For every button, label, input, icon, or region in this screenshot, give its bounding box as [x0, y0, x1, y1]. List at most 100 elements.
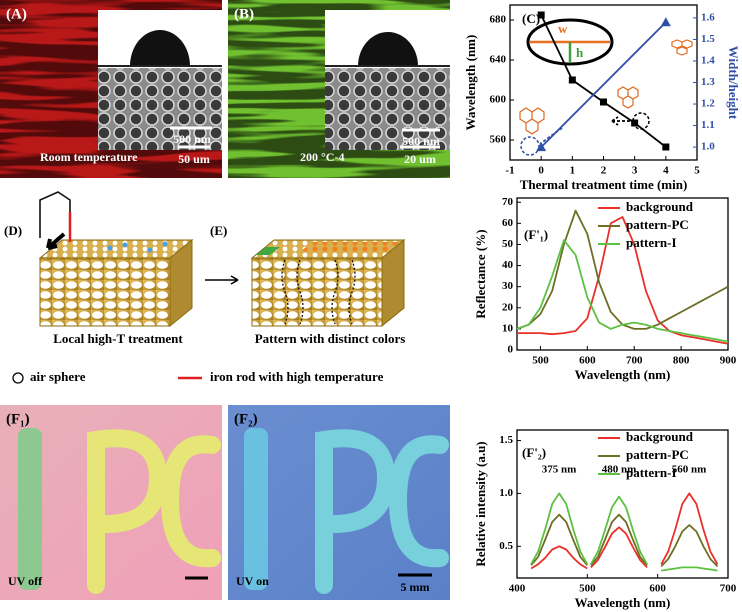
- pattern-p: [87, 429, 168, 594]
- chart-title: (F'₂): [522, 445, 546, 460]
- inset-scale: 500 nm: [402, 134, 440, 148]
- legend-text: iron rod with high temperature: [210, 369, 384, 384]
- hex-icon: [671, 39, 693, 56]
- pattern-c: [388, 435, 449, 568]
- y-tick-label: 20: [502, 301, 514, 313]
- iron-rod-wire: [39, 191, 71, 238]
- scale-label: 20 um: [404, 152, 436, 166]
- y-axis-label: Wavelength (nm): [463, 35, 478, 131]
- y-tick-label: 70: [502, 196, 514, 208]
- legend-label: pattern-PC: [626, 447, 689, 462]
- panel-a: 500 nm (A) Room temperature 50 um: [0, 0, 222, 178]
- marker: [662, 143, 670, 151]
- sem-inset: [98, 68, 222, 150]
- series-line: [540, 21, 667, 148]
- y-tick-label: 1.0: [499, 487, 513, 499]
- droplet: [130, 30, 190, 66]
- x-tick-label: 700: [720, 583, 737, 595]
- block-side: [169, 238, 193, 328]
- x-tick-label: 2: [601, 165, 607, 177]
- y2-tick-label: 1.5: [701, 33, 715, 45]
- y-tick-label: 1.5: [499, 434, 513, 446]
- h-label: h: [576, 45, 584, 60]
- legend-label: pattern-PC: [626, 217, 689, 232]
- y2-tick-label: 1.2: [701, 98, 715, 110]
- panel-label: (B): [234, 6, 254, 22]
- colored-region: [256, 247, 280, 255]
- series-line: [516, 239, 729, 343]
- region-boundary: [281, 259, 356, 325]
- caption: 200 °C-4: [300, 150, 344, 164]
- pattern-i: [18, 428, 42, 590]
- plot-frame: [516, 429, 729, 579]
- y-axis-label: Relative intensity (a.u): [473, 441, 488, 566]
- marker: [537, 11, 545, 19]
- droplet: [358, 32, 418, 66]
- marker: [660, 17, 671, 27]
- hex-icon: [617, 86, 639, 109]
- x-tick-label: 400: [509, 583, 526, 595]
- legend-label: pattern-I: [626, 465, 677, 480]
- x-tick-label: 600: [579, 355, 596, 367]
- pattern-p: [315, 429, 396, 594]
- arrow: [205, 275, 239, 285]
- x-tick-label: 600: [649, 583, 666, 595]
- schematic-legend: air sphere iron rod with high temperatur…: [12, 369, 384, 384]
- x-tick-label: 0: [538, 165, 544, 177]
- highlight: [520, 136, 540, 156]
- annotation: 560 nm: [672, 464, 707, 476]
- x-tick-label: 500: [579, 583, 596, 595]
- hex-icon: [519, 107, 545, 135]
- y-tick-label: 0.5: [499, 540, 513, 552]
- y2-tick-label: 1.1: [701, 119, 715, 131]
- panel-b: 500 nm (B) 200 °C-4 20 um: [228, 0, 450, 178]
- dot: [162, 241, 168, 247]
- chart-title: (F'₁): [524, 227, 548, 242]
- panel-label: (F₂): [234, 411, 258, 427]
- x-tick-label: 3: [632, 165, 638, 177]
- air-sphere-icon: [12, 372, 24, 384]
- marker: [600, 98, 607, 106]
- x-tick-label: 700: [626, 355, 643, 367]
- y-axis-label: Reflectance (%): [473, 229, 488, 318]
- series-line: [530, 513, 719, 568]
- panel-f2: (F₂) UV on 5 mm: [228, 405, 450, 600]
- caption: Room temperature: [40, 150, 138, 164]
- sem-inset: [325, 68, 450, 150]
- panel-label: (D): [4, 223, 22, 238]
- annotation: 375 nm: [542, 464, 577, 476]
- x-axis-label: Thermal treatment time (min): [520, 177, 688, 192]
- x-tick-label: 800: [673, 355, 690, 367]
- y-tick-label: 680: [490, 14, 507, 26]
- x-tick-label: 4: [663, 165, 669, 177]
- dot: [147, 247, 153, 253]
- legend-label: background: [626, 199, 694, 214]
- y2-tick-label: 1.4: [701, 55, 715, 67]
- x-tick-label: -1: [505, 165, 514, 177]
- w-label: w: [558, 21, 568, 36]
- colored-region: [300, 242, 400, 252]
- block-side: [381, 238, 405, 328]
- marker: [568, 76, 576, 84]
- y-tick-label: 640: [490, 54, 507, 66]
- y-tick-label: 0: [508, 344, 514, 356]
- arrow: [46, 232, 66, 250]
- y-tick-label: 40: [502, 259, 514, 271]
- panel-label: (E): [210, 223, 227, 238]
- legend-label: pattern-I: [626, 235, 677, 250]
- x-tick-label: 5: [694, 165, 700, 177]
- y-tick-label: 60: [502, 217, 514, 229]
- legend-text: air sphere: [30, 369, 86, 384]
- series-line: [516, 209, 729, 330]
- y2-tick-label: 1.3: [701, 76, 715, 88]
- dot: [122, 242, 128, 248]
- dot: [107, 245, 113, 251]
- inset-scale: 500 nm: [173, 132, 211, 146]
- caption: UV off: [8, 574, 43, 588]
- legend-label: background: [626, 429, 694, 444]
- x-axis-label: Wavelength (nm): [575, 367, 671, 382]
- y-tick-label: 560: [490, 134, 507, 146]
- panel-d: (D) Local high-T treatment: [4, 191, 194, 346]
- scale-label: 50 um: [178, 152, 210, 166]
